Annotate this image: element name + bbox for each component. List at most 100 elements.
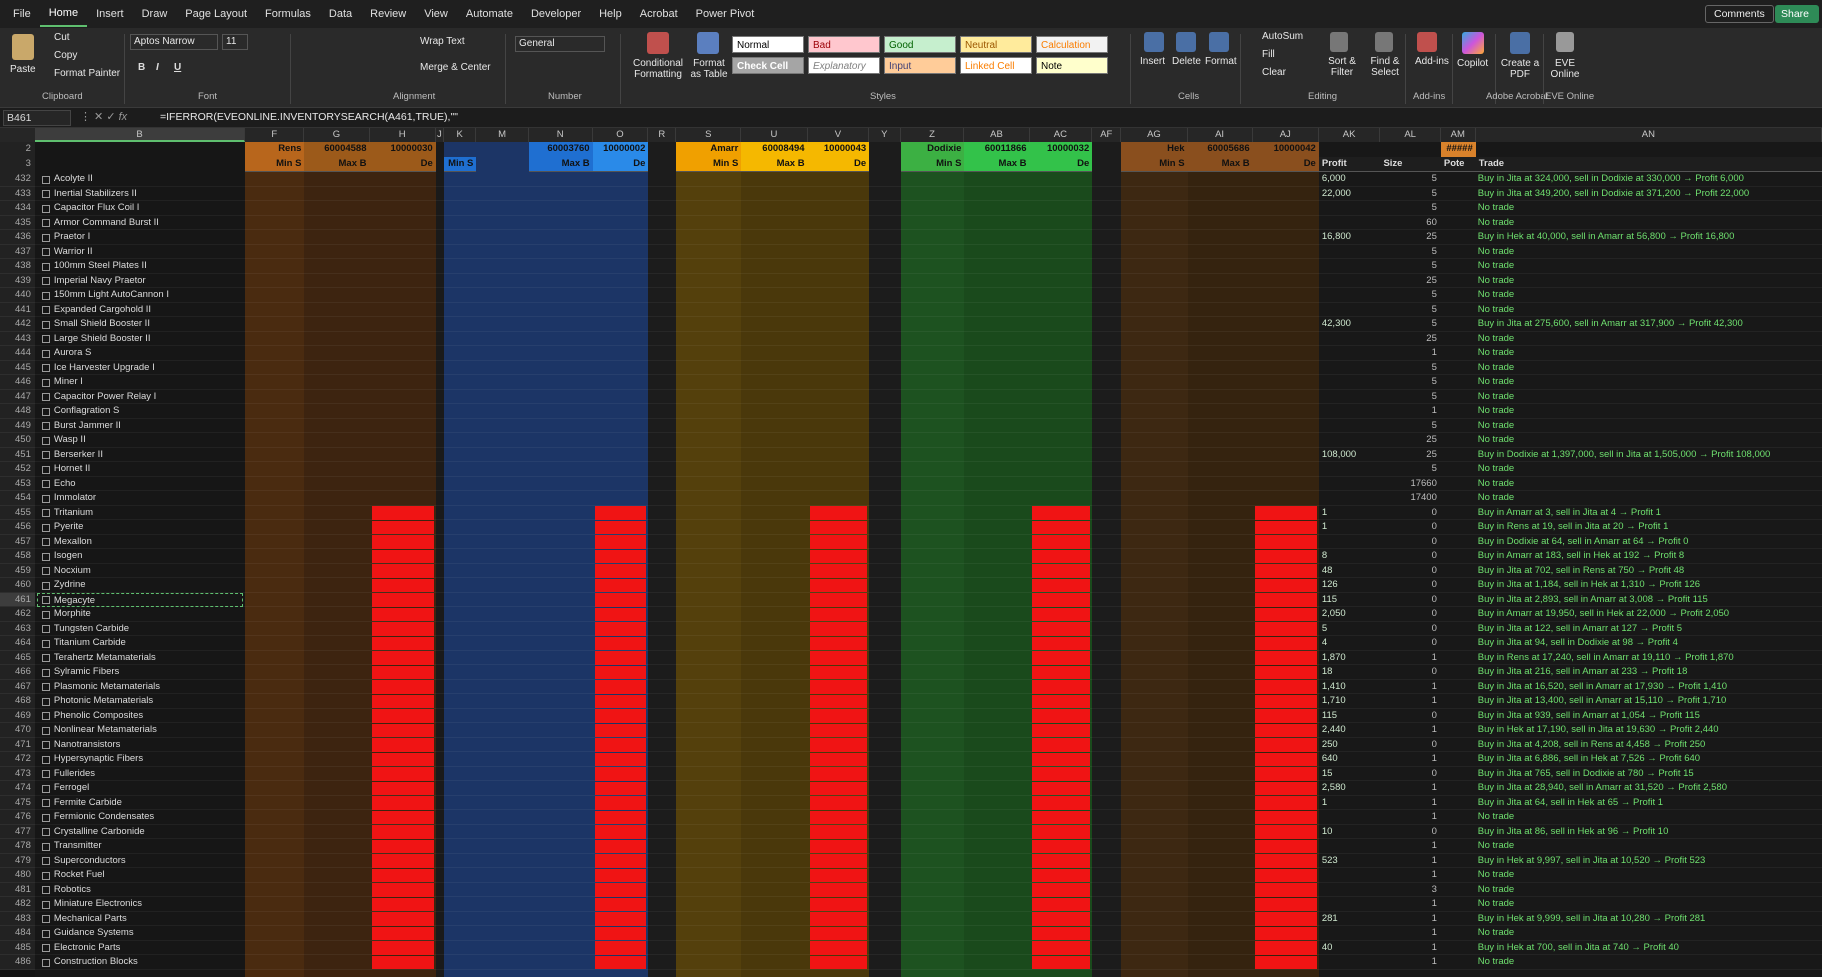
item-name[interactable]: Hypersynaptic Fibers	[53, 753, 144, 764]
header-cell[interactable]: Min S	[900, 157, 965, 172]
trade-cell[interactable]: No trade	[1477, 869, 1515, 880]
column-header[interactable]: AK	[1318, 128, 1381, 142]
size-cell[interactable]: 0	[1431, 593, 1437, 605]
size-cell[interactable]: 1	[1431, 811, 1437, 822]
header-cell[interactable]: Max B	[1187, 157, 1253, 172]
trade-cell[interactable]: Buy in Jita at 1,184, sell in Hek at 1,3…	[1477, 579, 1701, 590]
item-name[interactable]: Photonic Metamaterials	[53, 695, 154, 706]
row-number[interactable]: 460	[0, 578, 35, 593]
trade-cell[interactable]: Buy in Jita at 28,940, sell in Amarr at …	[1477, 782, 1727, 793]
profit-cell[interactable]: 1	[1321, 521, 1328, 532]
header-cell[interactable]: Dodixie	[900, 142, 965, 157]
row-number[interactable]: 448	[0, 404, 35, 419]
trade-cell[interactable]: Buy in Jita at 702, sell in Rens at 750 …	[1477, 564, 1685, 576]
trade-cell[interactable]: Buy in Jita at 216, sell in Amarr at 233…	[1477, 666, 1688, 677]
profit-cell[interactable]: 108,000	[1321, 448, 1357, 460]
trade-cell[interactable]: No trade	[1477, 492, 1515, 503]
profit-cell[interactable]: 640	[1321, 753, 1338, 764]
row-number[interactable]: 472	[0, 752, 35, 767]
trade-cell[interactable]: Buy in Amarr at 183, sell in Hek at 192 …	[1477, 550, 1685, 561]
row-number[interactable]: 467	[0, 679, 35, 694]
trade-cell[interactable]: Buy in Dodixie at 64, sell in Amarr at 6…	[1477, 535, 1689, 547]
size-cell[interactable]: 0	[1431, 738, 1437, 750]
item-name[interactable]: Electronic Parts	[53, 941, 121, 953]
size-cell[interactable]: 5	[1431, 463, 1437, 474]
trade-cell[interactable]: No trade	[1477, 463, 1515, 474]
header-cell[interactable]: Min S	[443, 157, 477, 172]
row-number[interactable]: 445	[0, 360, 35, 375]
column-header[interactable]: N	[528, 128, 593, 142]
row-number[interactable]: 462	[0, 607, 35, 622]
item-name[interactable]: Warrior II	[53, 245, 93, 257]
row-number[interactable]: 432	[0, 172, 35, 187]
item-name[interactable]: Acolyte II	[53, 173, 93, 184]
column-header[interactable]: H	[369, 128, 436, 142]
clear-button[interactable]: Clear	[1262, 67, 1286, 78]
size-cell[interactable]: 1	[1431, 695, 1437, 706]
trade-cell[interactable]: No trade	[1477, 260, 1515, 271]
trade-cell[interactable]: No trade	[1477, 289, 1515, 300]
size-cell[interactable]: 25	[1426, 448, 1437, 460]
item-name[interactable]: Guidance Systems	[53, 927, 134, 938]
header-cell[interactable]: 60004588	[304, 142, 370, 157]
trade-cell[interactable]: Buy in Hek at 9,999, sell in Jita at 10,…	[1477, 912, 1706, 924]
number-format[interactable]: General	[515, 36, 605, 52]
header-cell[interactable]: 10000002	[592, 142, 649, 157]
trade-cell[interactable]: Buy in Jita at 765, sell in Dodixie at 7…	[1477, 767, 1694, 779]
trade-cell[interactable]: No trade	[1477, 332, 1515, 344]
column-header[interactable]: AN	[1475, 128, 1822, 142]
size-cell[interactable]: 5	[1431, 376, 1437, 387]
profit-cell[interactable]: 115	[1321, 593, 1338, 605]
delete-button[interactable]: Delete	[1172, 56, 1201, 67]
cell-style[interactable]: Explanatory T...	[808, 57, 880, 74]
column-header[interactable]: AF	[1092, 128, 1122, 142]
ribbon-tab[interactable]: Insert	[96, 8, 124, 20]
item-name[interactable]: Immolator	[53, 492, 97, 503]
profit-cell[interactable]: 1	[1321, 796, 1328, 808]
item-name[interactable]: Ferrogel	[53, 782, 90, 793]
item-name[interactable]: 150mm Light AutoCannon I	[53, 289, 169, 300]
cell-style[interactable]: Note	[1036, 57, 1108, 74]
trade-cell[interactable]: Buy in Jita at 2,893, sell in Amarr at 3…	[1477, 593, 1708, 605]
row-number[interactable]: 447	[0, 389, 35, 404]
ribbon-tab[interactable]: Page Layout	[185, 8, 248, 20]
item-name[interactable]: Tritanium	[53, 506, 94, 518]
trade-cell[interactable]: No trade	[1477, 419, 1515, 431]
size-cell[interactable]: 0	[1431, 622, 1437, 634]
ribbon-tab[interactable]: File	[13, 8, 31, 20]
size-cell[interactable]: 1	[1431, 840, 1437, 851]
row-number[interactable]: 474	[0, 781, 35, 796]
size-cell[interactable]: 1	[1431, 898, 1437, 909]
item-name[interactable]: Fermite Carbide	[53, 796, 122, 808]
ribbon-tab[interactable]: Help	[599, 8, 622, 20]
sort-filter-button[interactable]: Sort & Filter	[1328, 56, 1356, 78]
row-number[interactable]: 452	[0, 462, 35, 477]
item-name[interactable]: Miner I	[53, 376, 83, 387]
header-cell[interactable]: De	[592, 157, 649, 172]
row-number[interactable]: 455	[0, 505, 35, 520]
header-cell[interactable]: Pote	[1440, 157, 1476, 172]
column-header[interactable]: G	[304, 128, 370, 142]
trade-cell[interactable]: Buy in Jita at 6,886, sell in Hek at 7,5…	[1477, 753, 1701, 764]
item-name[interactable]: Conflagration S	[53, 405, 120, 416]
row-number[interactable]: 450	[0, 433, 35, 448]
cell-style[interactable]: Normal	[732, 36, 804, 53]
formula-text[interactable]: =IFERROR(EVEONLINE.INVENTORYSEARCH(A461,…	[160, 111, 458, 123]
row-number[interactable]: 453	[0, 476, 35, 491]
trade-cell[interactable]: Buy in Dodixie at 1,397,000, sell in Jit…	[1477, 448, 1771, 460]
size-cell[interactable]: 1	[1431, 651, 1437, 663]
row-number[interactable]: 484	[0, 926, 35, 941]
profit-cell[interactable]: 16,800	[1321, 231, 1351, 242]
size-cell[interactable]: 25	[1426, 332, 1437, 344]
row-number[interactable]: 476	[0, 810, 35, 825]
item-name[interactable]: Nanotransistors	[53, 738, 121, 750]
item-name[interactable]: Expanded Cargohold II	[53, 303, 152, 315]
header-cell[interactable]: Max B	[741, 157, 808, 172]
row-number[interactable]: 464	[0, 636, 35, 651]
item-name[interactable]: Pyerite	[53, 521, 84, 532]
header-cell[interactable]: De	[369, 157, 436, 172]
profit-cell[interactable]: 1,870	[1321, 651, 1346, 663]
ribbon-tab[interactable]: Formulas	[265, 8, 311, 20]
column-header[interactable]: AJ	[1252, 128, 1319, 142]
header-cell[interactable]: 60011866	[964, 142, 1030, 157]
